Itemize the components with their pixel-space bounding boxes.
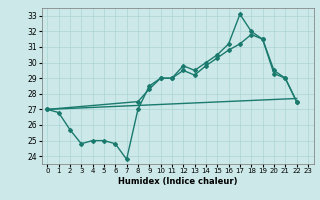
X-axis label: Humidex (Indice chaleur): Humidex (Indice chaleur) xyxy=(118,177,237,186)
